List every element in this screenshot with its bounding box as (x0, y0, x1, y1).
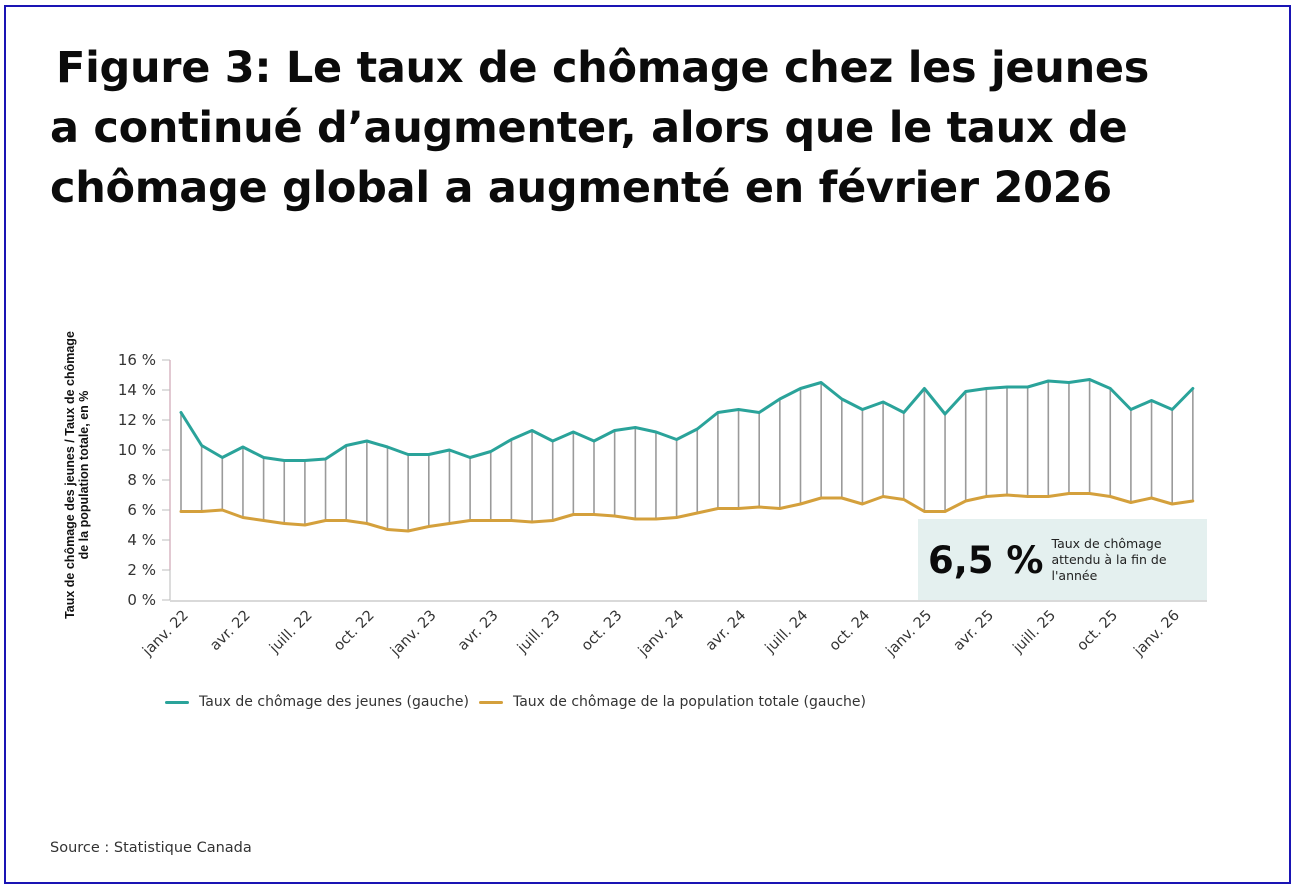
y-tick-label: 0 % (127, 591, 156, 609)
title-line-2: a continué d’augmenter, alors que le tau… (50, 103, 1128, 153)
y-tick-label: 2 % (127, 561, 156, 579)
annotation-value: 6,5 % (928, 538, 1044, 582)
x-tick-label: avr. 25 (951, 608, 998, 655)
x-tick-label: juill. 25 (1010, 608, 1059, 657)
y-tick-label: 4 % (127, 531, 156, 549)
legend-swatch-youth (165, 700, 189, 704)
legend-label-youth: Taux de chômage des jeunes (gauche) (199, 694, 469, 710)
x-tick-label: janv. 24 (635, 608, 687, 660)
y-tick-label: 16 % (118, 351, 156, 369)
title-line-1: Figure 3: Le taux de chômage chez les je… (56, 43, 1150, 93)
y-tick-label: 8 % (127, 471, 156, 489)
annotation-box: 6,5 % Taux de chômage attendu à la fin d… (918, 519, 1207, 601)
x-tick-label: oct. 23 (579, 608, 626, 655)
y-tick-label: 6 % (127, 501, 156, 519)
x-tick-label: juill. 24 (762, 608, 811, 657)
annotation-text: Taux de chômage attendu à la fin de l'an… (1051, 536, 1167, 583)
legend-item-youth: Taux de chômage des jeunes (gauche) (165, 694, 469, 710)
x-tick-label: oct. 22 (331, 608, 378, 655)
x-tick-label: janv. 22 (139, 608, 191, 660)
x-tick-label: juill. 22 (266, 608, 315, 657)
x-tick-label: janv. 26 (1131, 608, 1183, 660)
x-tick-label: janv. 23 (387, 608, 439, 660)
y-tick-label: 12 % (118, 411, 156, 429)
title-line-3: chômage global a augmenté en février 202… (50, 163, 1112, 213)
x-tick-labels: janv. 22 avr. 22 juill. 22 oct. 22 janv. 23 a… (139, 608, 1183, 660)
x-tick-label: avr. 22 (207, 608, 254, 655)
series-line-total (179, 492, 1195, 533)
series-lines (179, 378, 1195, 533)
chart-title: Figure 3: Le taux de chômage chez les je… (50, 38, 1260, 218)
legend-label-total: Taux de chômage de la population totale … (512, 694, 866, 710)
series-line-youth (179, 378, 1195, 462)
legend: Taux de chômage des jeunes (gauche) Taux… (165, 694, 876, 710)
y-tick-label: 14 % (118, 381, 156, 399)
source-note: Source : Statistique Canada (50, 840, 252, 856)
x-tick-label: avr. 23 (455, 608, 502, 655)
x-tick-label: oct. 25 (1074, 608, 1121, 655)
legend-item-total: Taux de chômage de la population totale … (478, 694, 866, 710)
y-tick-label: 10 % (118, 441, 156, 459)
x-tick-label: janv. 25 (883, 608, 935, 660)
y-axis: 0 % 2 % 4 % 6 % 8 % 10 % 12 % 14 % 16 % (118, 351, 171, 609)
x-tick-label: juill. 23 (514, 608, 563, 657)
x-tick-label: avr. 24 (703, 608, 750, 655)
x-tick-label: oct. 24 (826, 608, 873, 655)
connector-lines (180, 379, 1194, 531)
figure-frame (4, 5, 1291, 884)
legend-swatch-total (478, 700, 503, 704)
